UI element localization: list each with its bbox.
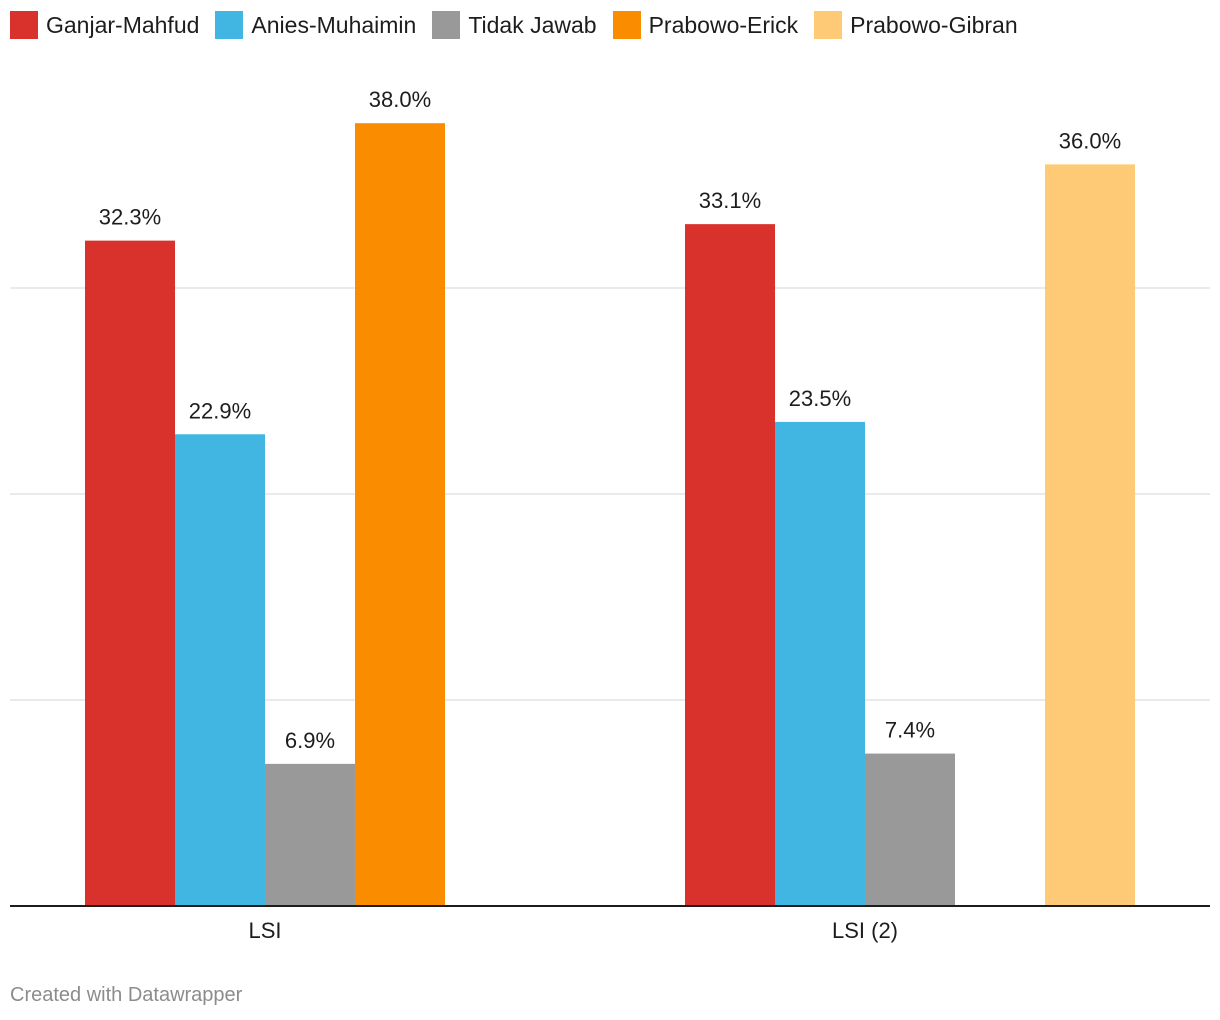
- bar: [775, 421, 865, 906]
- bar-value-label: 23.5%: [789, 386, 851, 411]
- bar-value-label: 36.0%: [1059, 128, 1121, 153]
- bar-value-label: 33.1%: [699, 188, 761, 213]
- x-tick-label: LSI (2): [832, 918, 898, 943]
- bar: [865, 753, 955, 906]
- legend-label: Anies-Muhaimin: [251, 12, 417, 38]
- legend-swatch: [10, 11, 38, 39]
- bar: [265, 763, 355, 906]
- bar-value-label: 7.4%: [885, 718, 935, 743]
- x-tick-label: LSI: [248, 918, 281, 943]
- legend-swatch: [432, 11, 461, 39]
- bar-value-label: 6.9%: [285, 728, 335, 753]
- bar: [85, 240, 175, 906]
- bar-value-label: 38.0%: [369, 87, 431, 112]
- datawrapper-credit: Created with Datawrapper: [10, 984, 243, 1006]
- legend-label: Prabowo-Erick: [648, 12, 799, 38]
- legend-label: Ganjar-Mahfud: [46, 12, 200, 38]
- legend-item: Prabowo-Gibran: [814, 10, 1018, 40]
- bar: [1045, 164, 1135, 906]
- legend-item: Tidak Jawab: [432, 10, 597, 40]
- bar: [685, 224, 775, 906]
- bar-value-label: 22.9%: [189, 398, 251, 423]
- legend-swatch: [612, 11, 641, 39]
- chart-legend: Ganjar-Mahfud Anies-Muhaimin Tidak Jawab Pr…: [10, 10, 1034, 40]
- legend-item: Prabowo-Erick: [612, 10, 799, 40]
- legend-swatch: [814, 11, 843, 39]
- legend-swatch: [215, 11, 244, 39]
- bar: [355, 123, 445, 906]
- bar-value-label: 32.3%: [99, 205, 161, 230]
- legend-item: Anies-Muhaimin: [215, 10, 416, 40]
- legend-item: Ganjar-Mahfud: [10, 10, 199, 40]
- legend-label: Prabowo-Gibran: [850, 12, 1018, 38]
- bar: [175, 434, 265, 906]
- legend-label: Tidak Jawab: [468, 12, 597, 38]
